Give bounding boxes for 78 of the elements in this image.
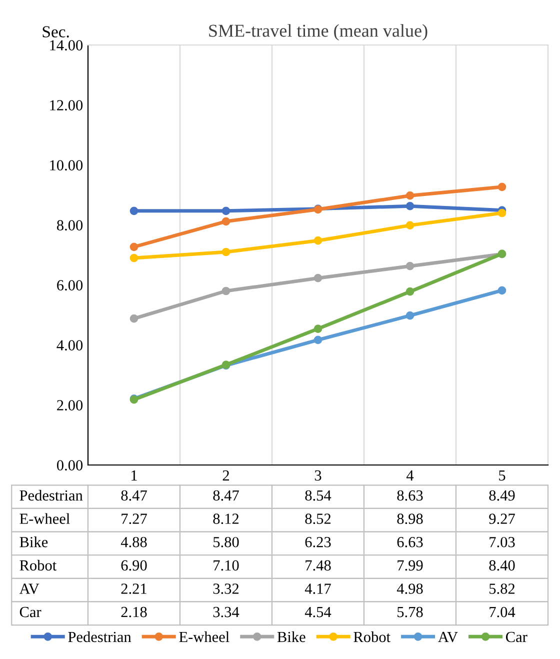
data-label: 2.18 <box>121 606 147 618</box>
point <box>130 254 138 262</box>
text: E-wheel <box>20 513 70 524</box>
data-label: 2.21 <box>121 584 146 594</box>
point <box>222 206 230 216</box>
data-label: 4.54 <box>304 606 332 618</box>
point <box>406 202 414 210</box>
data-label: 8.40 <box>489 560 515 571</box>
data-label: 9.27 <box>489 514 515 524</box>
y-tick-label: 10.00 <box>50 160 83 171</box>
data-label: 4.98 <box>396 584 423 594</box>
data-label: 7.10 <box>214 560 239 571</box>
point <box>314 336 322 344</box>
data-label: 7.04 <box>490 606 516 618</box>
legend-label: Bike <box>277 631 306 642</box>
point <box>406 311 414 320</box>
text: Pedestrian <box>20 490 83 501</box>
x-tick-label: 4 <box>406 470 414 480</box>
data-label: 6.90 <box>121 560 147 571</box>
data-label: 5.78 <box>398 606 423 618</box>
text: Robot <box>20 560 57 571</box>
data-label: 7.03 <box>490 536 515 548</box>
point <box>406 191 414 200</box>
text: Car <box>20 606 42 618</box>
data-label: 6.63 <box>397 536 423 548</box>
point <box>406 287 414 296</box>
y-tick-label: 6.00 <box>57 280 83 291</box>
data-label: 5.82 <box>490 584 515 594</box>
data-label: 8.98 <box>397 514 423 524</box>
point <box>498 208 506 218</box>
data-label: 3.34 <box>213 606 240 618</box>
y-tick-label: 8.00 <box>56 220 83 231</box>
legend-label: Pedestrian <box>68 631 132 642</box>
data-label: 8.63 <box>397 490 423 501</box>
data-label: 7.48 <box>306 560 331 571</box>
point <box>130 206 138 216</box>
point <box>498 286 506 295</box>
text: AV <box>19 584 40 594</box>
point <box>130 242 138 252</box>
legend-label: Robot <box>354 631 390 642</box>
x-tick-label: 1 <box>132 470 137 480</box>
legend-label: AV <box>438 632 458 642</box>
data-label: 7.99 <box>398 560 423 571</box>
point <box>222 248 230 256</box>
point <box>314 236 322 245</box>
data-label: 8.47 <box>213 490 239 501</box>
point <box>222 286 230 296</box>
data-label: 8.47 <box>121 490 147 501</box>
data-label: 8.12 <box>213 514 239 524</box>
data-label: 5.80 <box>214 536 239 548</box>
legend-label: Car <box>506 632 528 642</box>
point <box>314 274 322 282</box>
y-axis-title: Sec. <box>42 26 69 38</box>
data-label: 8.54 <box>305 490 332 501</box>
data-label: 4.88 <box>120 536 147 548</box>
data-label: 6.23 <box>305 536 331 548</box>
point <box>314 324 322 333</box>
text: Bike <box>20 536 48 548</box>
data-label: 8.49 <box>489 490 515 501</box>
chart-title: SME-travel time (mean value) <box>209 24 428 41</box>
y-tick-label: 14.00 <box>50 40 83 51</box>
x-tick-label: 2 <box>222 470 229 480</box>
point <box>222 217 230 226</box>
y-tick-label: 12.00 <box>50 100 83 111</box>
data-label: 4.17 <box>304 584 331 594</box>
y-tick-label: 2.00 <box>57 400 83 411</box>
data-label: 8.52 <box>305 514 331 524</box>
point <box>406 221 414 230</box>
data-label: 7.27 <box>122 514 147 524</box>
point <box>406 262 414 270</box>
y-tick-label: 0.00 <box>56 460 83 471</box>
x-tick-label: 5 <box>499 470 506 481</box>
point <box>498 182 506 192</box>
point <box>130 314 138 323</box>
y-tick-label: 4.00 <box>56 340 83 351</box>
data-label: 3.32 <box>213 584 239 594</box>
legend-label: E-wheel <box>179 631 230 642</box>
x-tick-label: 3 <box>314 470 322 481</box>
